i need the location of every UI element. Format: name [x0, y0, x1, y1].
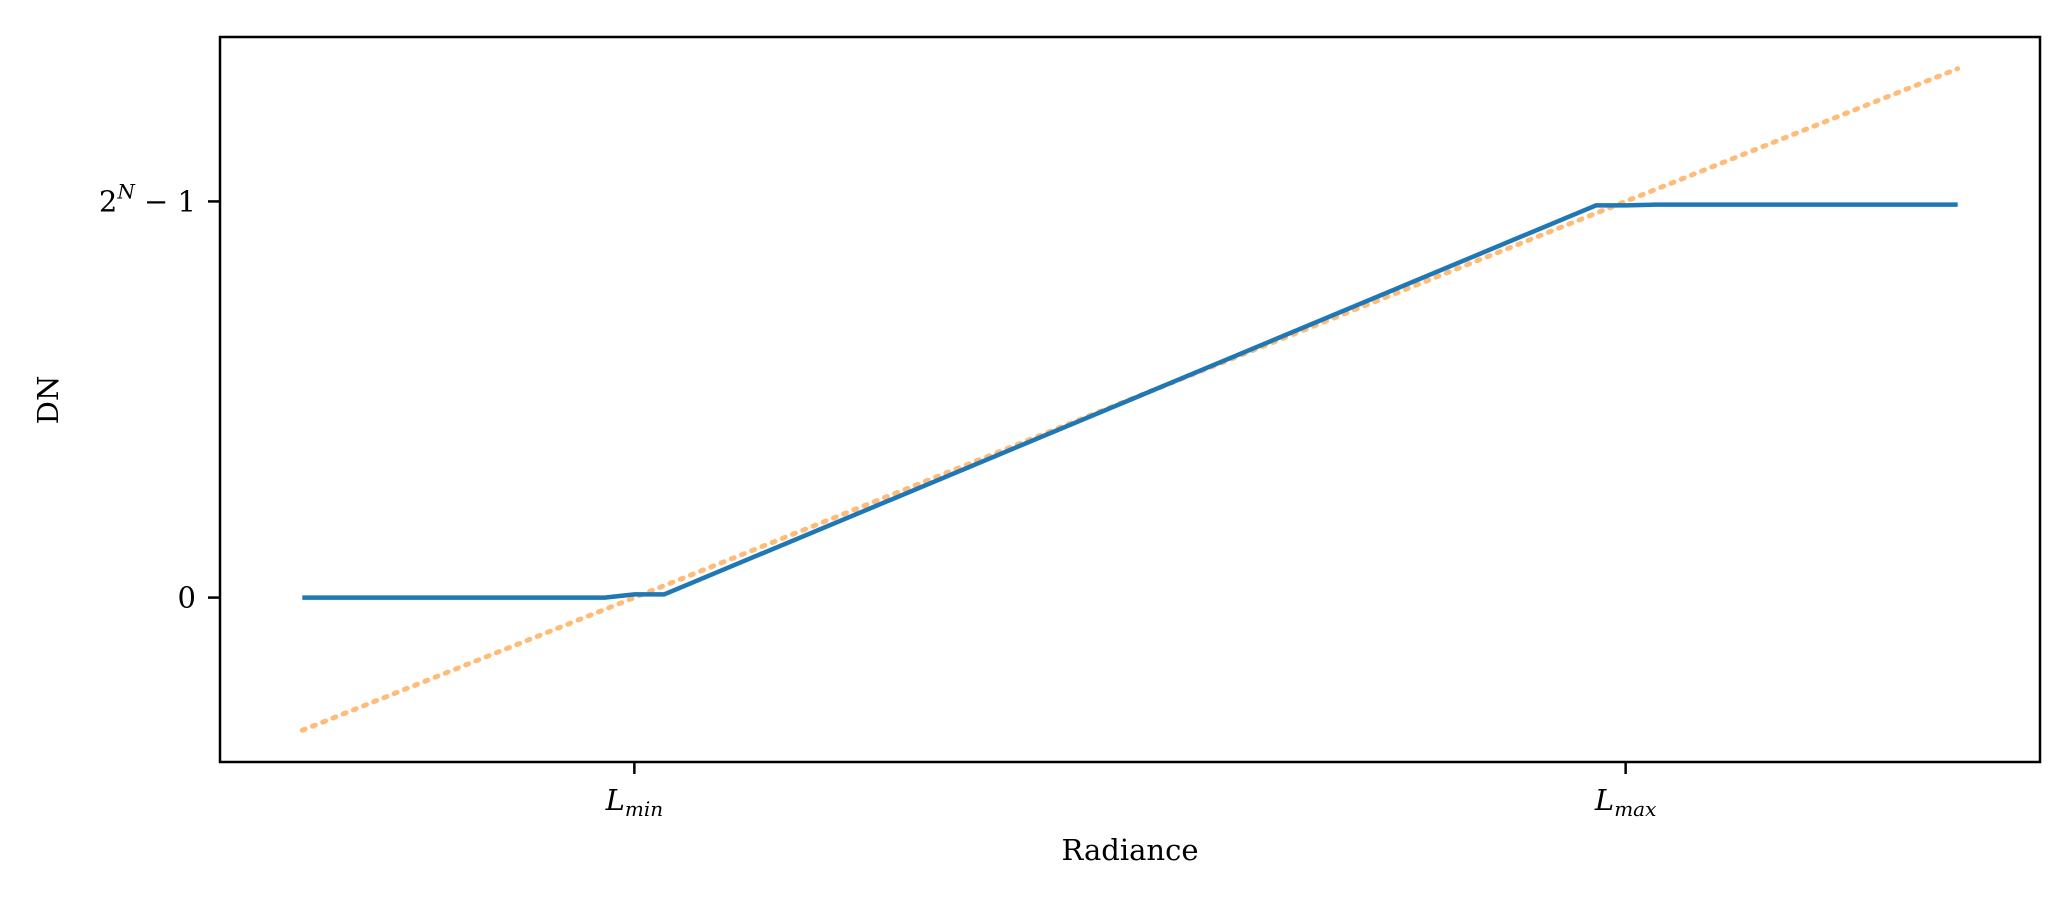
x-tick-label-min: Lmin: [605, 783, 664, 821]
y-tick-label: 2N − 1: [99, 179, 196, 218]
series-layer: [299, 66, 1961, 733]
axes-frame: [218, 35, 2042, 764]
x-axis-label: Radiance: [1062, 833, 1199, 867]
ticks-layer: Lmin Lmax 0 2N − 1: [99, 179, 1657, 821]
dn-response-line: [302, 202, 1958, 600]
y-axis-label: DN: [31, 376, 65, 425]
x-tick-label-max: Lmax: [1594, 783, 1656, 821]
y-tick-label: 0: [178, 581, 196, 615]
